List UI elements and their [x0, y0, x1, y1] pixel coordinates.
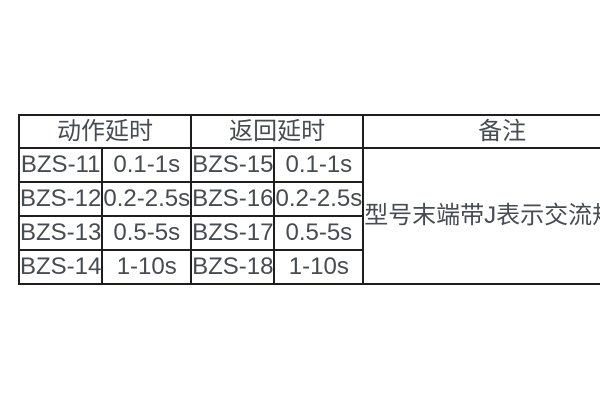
header-row: 动作延时 返回延时 备注 — [17, 114, 600, 149]
action-model-cell: BZS-11 — [17, 147, 104, 183]
action-delay-cell: 1-10s — [101, 249, 193, 285]
table-row: BZS-11 0.1-1s BZS-15 0.1-1s 型号末端带J表示交流规格 — [17, 147, 600, 285]
return-model-cell: BZS-18 — [190, 249, 276, 285]
return-model-cell: BZS-17 — [190, 215, 276, 251]
header-return-delay: 返回延时 — [190, 114, 365, 149]
action-delay-cell: 0.5-5s — [101, 215, 193, 251]
header-action-delay: 动作延时 — [17, 114, 193, 149]
action-delay-cell: 0.1-1s — [101, 147, 193, 183]
return-delay-cell: 0.1-1s — [273, 147, 365, 183]
action-model-cell: BZS-12 — [17, 181, 104, 217]
header-remarks: 备注 — [362, 114, 600, 149]
remarks-note-cell: 型号末端带J表示交流规格 — [362, 147, 600, 285]
action-model-cell: BZS-14 — [17, 249, 104, 285]
delay-spec-table: 动作延时 返回延时 备注 BZS-11 0.1-1s BZS-15 0.1-1s… — [17, 114, 600, 285]
return-model-cell: BZS-15 — [190, 147, 276, 183]
return-delay-cell: 0.5-5s — [273, 215, 365, 251]
action-delay-cell: 0.2-2.5s — [101, 181, 193, 217]
return-delay-cell: 0.2-2.5s — [273, 181, 365, 217]
table-row: BZS-14 1-10s BZS-18 1-10s — [17, 249, 600, 285]
return-delay-cell: 1-10s — [273, 249, 365, 285]
return-model-cell: BZS-16 — [190, 181, 276, 217]
table-row: BZS-12 0.2-2.5s BZS-16 0.2-2.5s — [17, 181, 600, 217]
table-row: BZS-13 0.5-5s BZS-17 0.5-5s — [17, 215, 600, 251]
action-model-cell: BZS-13 — [17, 215, 104, 251]
